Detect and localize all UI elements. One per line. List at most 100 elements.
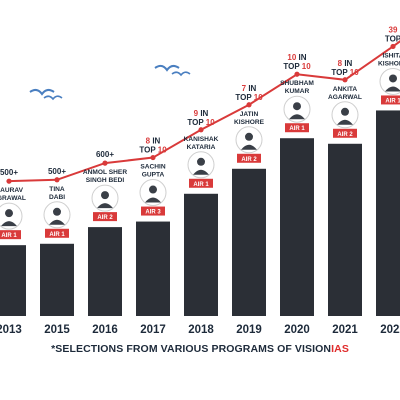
bar-2021 xyxy=(328,143,362,316)
bird-icon xyxy=(171,71,191,77)
trend-point xyxy=(294,71,300,77)
name-label: GAURAV xyxy=(0,187,24,194)
count-line: 10 IN xyxy=(287,53,306,62)
count-value: 600+ xyxy=(96,150,114,159)
count-line: 39 xyxy=(389,25,398,34)
avatar-body-icon xyxy=(1,221,17,227)
avatar-head-icon xyxy=(53,207,61,216)
rank-label: AIR 1 xyxy=(1,233,17,239)
trend-point xyxy=(102,160,108,166)
rank-badge xyxy=(285,123,309,133)
x-tick-label: 2021 xyxy=(332,324,358,336)
top-number: 10 xyxy=(300,62,312,71)
count-value: 10 xyxy=(287,53,296,62)
count-value: 500+ xyxy=(48,167,66,176)
x-tick-label: 2015 xyxy=(44,324,70,336)
bar-2022 xyxy=(376,110,400,316)
count-suffix: IN xyxy=(246,84,256,93)
rank-badge xyxy=(0,230,21,240)
x-axis-labels: 2013 2015 2016 2017 2018 2019 2020 2021 2022 xyxy=(0,324,400,336)
avatar-head-icon xyxy=(5,209,13,218)
rank-badge xyxy=(237,153,261,163)
trend-point xyxy=(390,43,396,50)
avatar-head-icon xyxy=(389,74,397,83)
count-suffix: IN xyxy=(198,109,208,118)
count-line: 7 IN xyxy=(242,84,257,93)
top-line: TOP 10 xyxy=(331,68,359,77)
avatar-body-icon xyxy=(289,114,305,120)
top-label: TOP xyxy=(283,62,300,71)
top-line: TOP 10 xyxy=(139,146,167,155)
bars-layer xyxy=(0,110,400,316)
name-label: KISHORE xyxy=(378,60,400,67)
avatar-body-icon xyxy=(193,169,209,175)
name-label: SHUBHAM xyxy=(280,80,314,87)
name-label: KUMAR xyxy=(285,88,310,95)
name-label: GUPTA xyxy=(142,172,165,179)
x-tick-label: 2018 xyxy=(188,324,214,336)
avatar-head-icon xyxy=(101,191,109,200)
bar-2015 xyxy=(40,243,74,316)
trend-point xyxy=(198,127,204,133)
avatar-head-icon xyxy=(149,185,157,194)
name-label: TINA xyxy=(49,186,65,193)
rank-badge xyxy=(189,178,213,188)
rank-label: AIR 2 xyxy=(337,132,353,138)
name-label: AGARWAL xyxy=(328,94,362,101)
rank-label: AIR 2 xyxy=(97,215,113,221)
rank-label: AIR 1 xyxy=(289,126,305,132)
name-label: KISHORE xyxy=(234,119,265,126)
x-tick-label: 2016 xyxy=(92,324,118,336)
avatar-body-icon xyxy=(337,119,353,125)
count-value: 8 xyxy=(338,59,343,68)
count-line: 8 IN xyxy=(338,59,353,68)
trend-point xyxy=(6,178,12,184)
name-label: SINGH BEDI xyxy=(86,177,125,184)
trend-point xyxy=(246,102,252,108)
top-label: TOP xyxy=(139,146,156,155)
count-value: 500+ xyxy=(0,168,18,177)
selection-count: 500+ xyxy=(0,168,18,177)
x-tick-label: 2017 xyxy=(140,324,166,336)
rank-label: AIR 1 xyxy=(49,232,65,238)
bird-icon xyxy=(154,64,180,72)
count-value: 7 xyxy=(242,84,247,93)
top-number: 10 xyxy=(204,118,216,127)
avatar-head-icon xyxy=(197,157,205,166)
rank-badge xyxy=(333,128,357,138)
top-line: TOP 10 xyxy=(283,62,311,71)
top-number: 10 xyxy=(252,93,264,102)
bar-2019 xyxy=(232,168,266,316)
count-suffix: IN xyxy=(150,137,160,146)
name-label: AGRAWAL xyxy=(0,195,26,202)
top-line: TOP 10 xyxy=(187,118,215,127)
count-line: 8 IN xyxy=(146,137,161,146)
x-tick-label: 2019 xyxy=(236,324,262,336)
count-line: 9 IN xyxy=(194,109,209,118)
bird-icon xyxy=(43,95,63,101)
selection-count: 600+ xyxy=(96,150,114,159)
avatar-head-icon xyxy=(245,132,253,141)
top-label: TOP xyxy=(385,34,400,43)
rank-badge xyxy=(45,228,69,238)
top-label: TOP xyxy=(331,68,348,77)
rank-badge xyxy=(93,212,117,222)
x-tick-label: 2013 xyxy=(0,324,22,336)
trend-point xyxy=(342,77,348,83)
avatar-body-icon xyxy=(145,197,161,203)
count-value: 39 xyxy=(389,25,398,34)
top-number: 10 xyxy=(348,68,360,77)
brand-name: VISION xyxy=(294,343,332,355)
count-value: 9 xyxy=(194,109,199,118)
bar-2013 xyxy=(0,245,26,316)
count-suffix: IN xyxy=(342,59,352,68)
top-label: TOP xyxy=(235,93,252,102)
top-label: TOP xyxy=(187,118,204,127)
count-value: 8 xyxy=(146,137,151,146)
x-tick-label: 2020 xyxy=(284,324,310,336)
